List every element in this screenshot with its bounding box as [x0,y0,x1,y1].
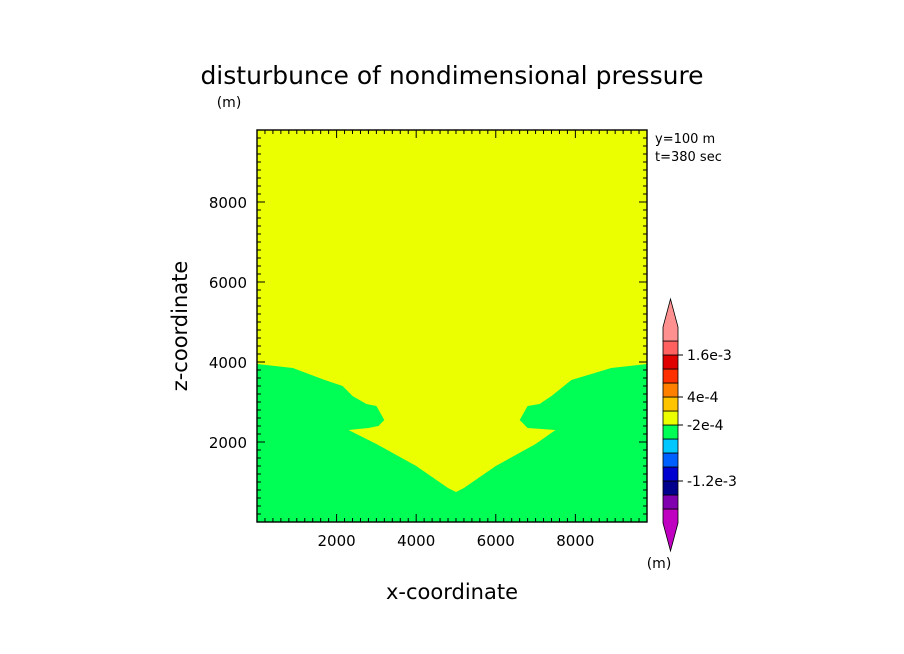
colorbar-label: -1.2e-3 [687,474,737,490]
colorbar-level [662,354,679,370]
x-tick-label: 8000 [556,532,594,550]
x-axis-label: x-coordinate [386,580,518,604]
colorbar-unit: (m) [647,556,672,572]
y-tick-label: 6000 [209,274,247,292]
negative-disturbance-region [257,364,647,522]
x-tick-label: 2000 [317,532,355,550]
plot-area [257,130,647,522]
colorbar-level [662,438,679,454]
y-position-label: y=100 m [655,132,715,147]
y-tick-label: 8000 [209,194,247,212]
colorbar-level [662,340,679,356]
time-label: t=380 sec [655,150,722,165]
colorbar-level [662,424,679,440]
colorbar-level [662,480,679,496]
colorbar-level [662,368,679,384]
x-tick-label: 4000 [397,532,435,550]
colorbar-level [662,452,679,468]
y-axis-unit: (m) [217,95,242,111]
colorbar: -1.2e-3 -2e-4 4e-4 1.6e-3 [662,297,737,553]
colorbar-level [662,396,679,412]
colorbar-level [662,466,679,482]
colorbar-level [662,494,679,510]
colorbar-level [662,297,679,342]
colorbar-level [662,508,679,553]
plot-frame [256,129,648,523]
colorbar-label: 1.6e-3 [687,348,732,364]
colorbar-label: 4e-4 [687,390,719,406]
y-axis-label: z-coordinate [168,261,192,392]
y-tick-label: 4000 [209,354,247,372]
y-tick-label: 2000 [209,434,247,452]
colorbar-level [662,382,679,398]
axes: 2000 4000 6000 8000 2000 4000 6000 8000 [209,129,648,550]
x-tick-label: 6000 [477,532,515,550]
colorbar-level [662,410,679,426]
colorbar-label: -2e-4 [687,418,724,434]
chart-title: disturbunce of nondimensional pressure [200,61,703,90]
